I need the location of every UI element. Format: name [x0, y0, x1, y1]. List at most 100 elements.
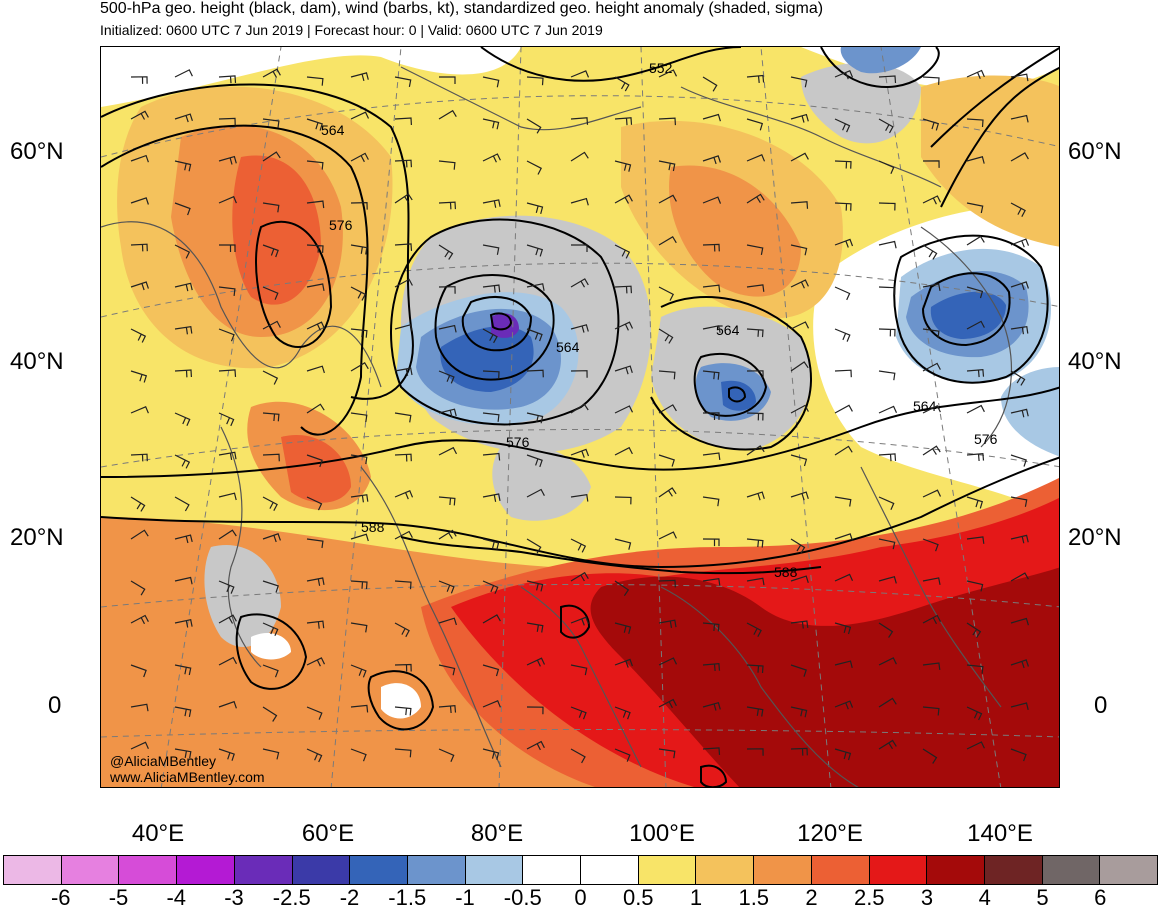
colorbar-swatch [1100, 856, 1158, 884]
wind-barb [966, 580, 984, 592]
wind-barb [130, 76, 148, 84]
wind-barb [262, 320, 281, 330]
wind-barb [966, 235, 985, 246]
colorbar-label: -1.5 [388, 885, 427, 910]
credit-handle: @AliciaMBentley [110, 753, 217, 769]
wind-barb [262, 533, 281, 543]
wind-barb [922, 362, 941, 372]
wind-barb [394, 453, 412, 462]
wind-barb [878, 160, 895, 175]
wind-barb [922, 118, 940, 131]
wind-barb [482, 412, 500, 422]
wind-barb [482, 748, 500, 760]
wind-barb [702, 622, 720, 632]
wind-barb [306, 454, 323, 468]
wind-barb [702, 196, 722, 204]
wind-barb [702, 76, 718, 92]
colorbar-swatch [61, 856, 120, 884]
wind-barb [1010, 748, 1027, 762]
wind-barb [394, 622, 410, 638]
wind-barb [350, 328, 368, 338]
wind-barb [174, 706, 192, 718]
wind-barb [218, 492, 237, 501]
wind-barb [438, 324, 457, 333]
chart-title: 500-hPa geo. height (black, dam), wind (… [100, 0, 824, 17]
colorbar-label: -4 [166, 885, 187, 910]
wind-barb [394, 278, 413, 288]
wind-barb [614, 706, 631, 720]
wind-barb [262, 118, 280, 128]
wind-barb [614, 538, 632, 550]
lon-label: 100°E [629, 820, 695, 847]
wind-barbs [130, 68, 1030, 764]
wind-barb [526, 328, 543, 342]
wind-barb [130, 281, 149, 291]
wind-barb [350, 201, 368, 210]
wind-barb [790, 664, 807, 677]
anomaly-neutral-north [101, 47, 521, 107]
wind-barb [394, 706, 412, 716]
wind-barb [614, 285, 632, 294]
wind-barb [438, 370, 455, 384]
wind-barb [262, 370, 279, 385]
wind-barb [658, 657, 678, 666]
wind-barb [262, 622, 279, 637]
wind-barb [350, 361, 369, 372]
wind-barb [174, 454, 191, 469]
lat-label-left: 0 [48, 692, 62, 719]
wind-barb [790, 575, 809, 583]
contour-label: 576 [506, 434, 530, 450]
wind-barb [526, 283, 545, 291]
wind-barb [790, 76, 808, 88]
wind-barb [878, 240, 897, 249]
wind-barb [350, 622, 368, 633]
wind-barb [790, 538, 806, 554]
wind-barb [658, 748, 676, 759]
wind-barb [174, 576, 193, 585]
wind-barb [218, 195, 237, 204]
wind-barb [350, 152, 369, 163]
wind-barb [834, 748, 852, 761]
wind-barb [658, 160, 676, 172]
wind-barb [834, 202, 852, 211]
wind-barb [218, 580, 235, 594]
wind-barb [306, 365, 325, 374]
anomaly-plus-4-southeast [590, 567, 1059, 787]
wind-barb [614, 405, 634, 414]
wind-barb [1010, 114, 1029, 123]
wind-barb [130, 496, 146, 512]
wind-barb [922, 748, 938, 764]
wind-barb [526, 244, 544, 257]
wind-barb [218, 748, 235, 761]
wind-barb [834, 700, 854, 710]
wind-barb [526, 412, 544, 424]
wind-barb [966, 622, 982, 638]
wind-barb [922, 538, 939, 552]
wind-barb [130, 197, 149, 205]
wind-barb [526, 488, 545, 498]
wind-barb [570, 197, 589, 206]
wind-barb [174, 202, 191, 216]
wind-barb [174, 244, 191, 259]
wind-barb [614, 748, 631, 762]
wind-barb [878, 575, 897, 584]
wind-barb [834, 70, 854, 80]
colorbar-swatch [4, 856, 62, 884]
wind-barb [262, 453, 280, 462]
wind-barb [482, 580, 499, 594]
wind-barb [658, 194, 677, 204]
contour-label: 564 [556, 339, 580, 355]
wind-barb [438, 748, 455, 762]
wind-barb [966, 706, 983, 721]
lon-label: 60°E [301, 820, 355, 847]
wind-barb [614, 160, 632, 172]
wind-barb [174, 326, 193, 335]
colorbar-swatch [927, 856, 985, 884]
wind-barb [1010, 454, 1027, 467]
wind-barb [1010, 238, 1030, 248]
wind-barb [482, 199, 501, 208]
wind-barb [438, 408, 457, 418]
wind-barb [130, 370, 148, 383]
wind-barb [702, 325, 721, 333]
colorbar-swatch [350, 856, 408, 884]
